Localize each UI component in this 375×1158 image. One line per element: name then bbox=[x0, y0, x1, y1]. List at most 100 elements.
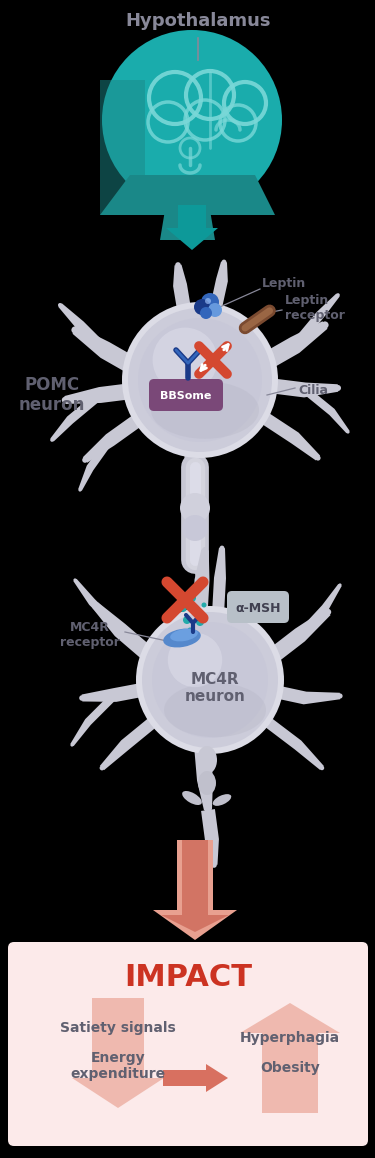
Ellipse shape bbox=[151, 381, 259, 439]
Circle shape bbox=[315, 455, 321, 461]
Ellipse shape bbox=[170, 629, 198, 642]
FancyBboxPatch shape bbox=[227, 591, 289, 623]
Text: Satiety signals: Satiety signals bbox=[60, 1021, 176, 1035]
Polygon shape bbox=[82, 681, 153, 702]
Text: α-MSH: α-MSH bbox=[235, 601, 281, 615]
Circle shape bbox=[175, 262, 181, 267]
Polygon shape bbox=[201, 809, 219, 865]
Text: Hypothalamus: Hypothalamus bbox=[125, 12, 271, 30]
Circle shape bbox=[188, 628, 192, 632]
Circle shape bbox=[338, 584, 342, 587]
Polygon shape bbox=[262, 716, 324, 770]
Circle shape bbox=[205, 807, 211, 813]
Polygon shape bbox=[260, 609, 330, 668]
Circle shape bbox=[74, 578, 76, 581]
Circle shape bbox=[193, 516, 199, 523]
Circle shape bbox=[335, 384, 341, 391]
Ellipse shape bbox=[163, 629, 201, 647]
Polygon shape bbox=[72, 327, 144, 378]
Text: Leptin: Leptin bbox=[262, 278, 306, 291]
Text: BBSome: BBSome bbox=[160, 391, 212, 401]
Polygon shape bbox=[303, 387, 350, 433]
Text: MC4R
receptor: MC4R receptor bbox=[60, 621, 120, 648]
Polygon shape bbox=[189, 520, 205, 580]
Polygon shape bbox=[100, 175, 275, 215]
Text: Leptin
receptor: Leptin receptor bbox=[285, 294, 345, 322]
Text: MC4R
neuron: MC4R neuron bbox=[184, 672, 245, 704]
Ellipse shape bbox=[213, 794, 231, 806]
Polygon shape bbox=[297, 584, 342, 638]
Text: Cilia: Cilia bbox=[298, 383, 328, 396]
Circle shape bbox=[128, 308, 272, 452]
Polygon shape bbox=[72, 998, 164, 1108]
Circle shape bbox=[58, 303, 62, 307]
Circle shape bbox=[201, 602, 207, 608]
Polygon shape bbox=[83, 409, 149, 463]
Circle shape bbox=[182, 515, 208, 541]
Circle shape bbox=[194, 299, 210, 315]
Circle shape bbox=[142, 611, 278, 748]
FancyBboxPatch shape bbox=[149, 379, 223, 411]
Polygon shape bbox=[50, 391, 103, 441]
Circle shape bbox=[208, 303, 222, 317]
Polygon shape bbox=[166, 205, 218, 250]
Polygon shape bbox=[255, 321, 327, 373]
Circle shape bbox=[102, 30, 282, 210]
Circle shape bbox=[79, 695, 85, 701]
Circle shape bbox=[346, 431, 350, 433]
Polygon shape bbox=[74, 579, 123, 632]
Polygon shape bbox=[58, 303, 108, 353]
Circle shape bbox=[92, 602, 98, 608]
Polygon shape bbox=[256, 410, 320, 461]
Polygon shape bbox=[100, 713, 162, 770]
Text: Energy
expenditure: Energy expenditure bbox=[70, 1051, 166, 1082]
Circle shape bbox=[122, 302, 278, 459]
Polygon shape bbox=[209, 262, 228, 314]
Circle shape bbox=[188, 594, 196, 602]
Circle shape bbox=[82, 457, 88, 463]
Text: POMC
neuron: POMC neuron bbox=[19, 375, 85, 415]
Circle shape bbox=[136, 606, 284, 754]
Polygon shape bbox=[267, 683, 340, 704]
Circle shape bbox=[211, 863, 217, 867]
Circle shape bbox=[320, 765, 324, 770]
Circle shape bbox=[71, 327, 79, 334]
Circle shape bbox=[202, 547, 208, 554]
Polygon shape bbox=[240, 1003, 340, 1113]
FancyBboxPatch shape bbox=[8, 941, 368, 1146]
Circle shape bbox=[222, 259, 226, 264]
Polygon shape bbox=[92, 602, 160, 666]
Polygon shape bbox=[291, 293, 340, 347]
Circle shape bbox=[152, 622, 268, 738]
Circle shape bbox=[176, 601, 180, 606]
Circle shape bbox=[192, 608, 200, 616]
Polygon shape bbox=[192, 550, 210, 615]
Ellipse shape bbox=[164, 683, 266, 738]
Polygon shape bbox=[70, 692, 118, 746]
Polygon shape bbox=[64, 382, 141, 404]
Circle shape bbox=[62, 397, 68, 403]
Circle shape bbox=[180, 493, 210, 523]
Polygon shape bbox=[194, 745, 213, 811]
Circle shape bbox=[338, 694, 343, 698]
Circle shape bbox=[205, 298, 211, 305]
Polygon shape bbox=[160, 210, 215, 240]
Text: IMPACT: IMPACT bbox=[124, 963, 252, 992]
Circle shape bbox=[78, 489, 82, 492]
Polygon shape bbox=[153, 840, 237, 940]
Polygon shape bbox=[184, 448, 202, 520]
Ellipse shape bbox=[197, 746, 217, 774]
Polygon shape bbox=[264, 378, 338, 397]
Circle shape bbox=[138, 318, 262, 442]
Circle shape bbox=[336, 293, 340, 296]
Circle shape bbox=[325, 609, 331, 615]
Circle shape bbox=[168, 632, 222, 687]
Text: Obesity: Obesity bbox=[260, 1061, 320, 1075]
Ellipse shape bbox=[198, 771, 216, 796]
Circle shape bbox=[100, 765, 104, 770]
Circle shape bbox=[220, 545, 224, 550]
Text: Hyperphagia: Hyperphagia bbox=[240, 1031, 340, 1045]
Circle shape bbox=[321, 322, 328, 329]
Circle shape bbox=[183, 616, 191, 624]
Circle shape bbox=[197, 577, 203, 582]
